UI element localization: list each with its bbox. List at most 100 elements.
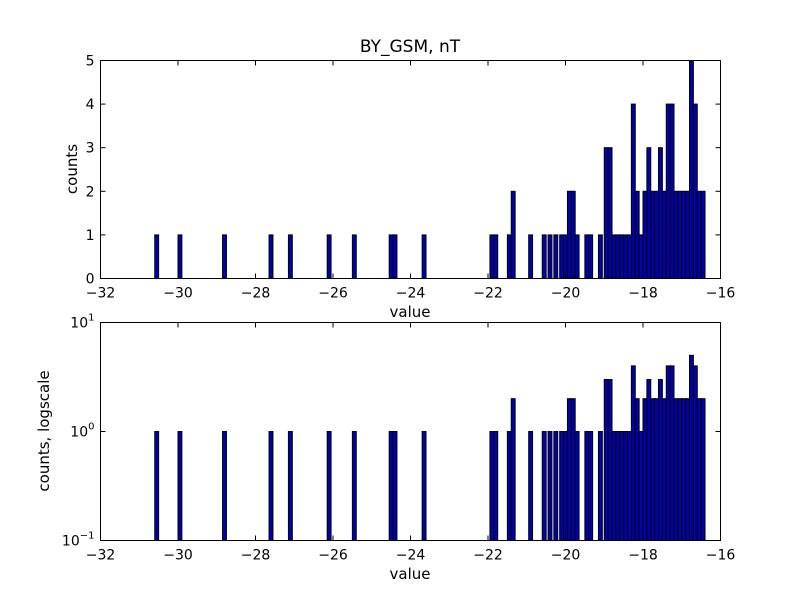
y-tick-label: 2 — [86, 184, 95, 200]
histogram-bar — [669, 103, 675, 279]
histogram-bar — [287, 234, 293, 279]
y-tick-label: 100 — [70, 422, 94, 441]
histogram-bar — [154, 234, 160, 279]
histogram-bar — [689, 60, 694, 279]
histogram-bar — [685, 398, 691, 541]
x-axis-ticks-log: −32 −30 −28 −26 −24 −22 −20 −18 −16 — [86, 322, 736, 564]
y-tick-label-base: 10 — [62, 534, 80, 550]
y-tick-label: 1 — [86, 228, 95, 244]
histogram-bar — [388, 431, 394, 541]
histogram-bars-linear — [154, 60, 706, 279]
y-tick-label: 5 — [86, 54, 95, 70]
histogram-bar — [421, 234, 427, 279]
histogram-bar — [392, 431, 398, 541]
histogram-bar — [673, 398, 679, 541]
y-axis-label-linear: counts — [63, 144, 81, 194]
y-axis-ticks-linear: 0 1 2 3 4 5 — [86, 54, 721, 288]
histogram-bar — [646, 378, 652, 541]
histogram-bar — [506, 431, 512, 541]
x-tick-label: −16 — [706, 548, 736, 564]
histogram-bar — [661, 398, 667, 541]
histogram-bar — [597, 234, 603, 279]
histogram-bar — [654, 190, 660, 279]
histogram-bar — [388, 234, 394, 279]
histogram-bar — [268, 234, 274, 279]
y-tick-label: 101 — [70, 313, 94, 332]
histogram-linear-panel: BY_GSM, nT −32 −30 −28 −26 −24 −22 −20 −18 −16 0… — [63, 37, 735, 321]
histogram-bar — [541, 234, 547, 279]
histogram-bar — [559, 431, 565, 541]
x-tick-label: −28 — [241, 548, 271, 564]
histogram-bar — [611, 431, 617, 541]
histogram-bar — [177, 431, 183, 541]
histogram-bar — [661, 190, 667, 279]
histogram-bar — [392, 234, 398, 279]
histogram-bar — [563, 431, 568, 541]
x-tick-label: −22 — [473, 286, 503, 302]
histogram-bar — [700, 190, 706, 279]
histogram-bar — [615, 431, 621, 541]
x-tick-label: −24 — [396, 548, 426, 564]
x-axis-label-linear: value — [390, 303, 431, 321]
histogram-bar — [692, 365, 698, 541]
histogram-bar — [489, 431, 495, 541]
x-axis-ticks-linear: −32 −30 −28 −26 −24 −22 −20 −18 −16 — [86, 60, 736, 302]
histogram-bar — [574, 431, 580, 541]
histogram-bar — [638, 234, 644, 279]
histogram-bar — [566, 398, 572, 541]
histogram-bar — [603, 147, 609, 279]
y-axis-label-log: counts, logscale — [35, 370, 53, 491]
chart-title: BY_GSM, nT — [360, 37, 461, 57]
histogram-bar — [654, 398, 660, 541]
histogram-bar — [489, 234, 495, 279]
x-tick-label: −16 — [706, 286, 736, 302]
histogram-bar — [634, 398, 640, 541]
histogram-bar — [506, 234, 512, 279]
x-tick-label: −30 — [163, 286, 193, 302]
histogram-bar — [222, 431, 227, 541]
histogram-bar — [588, 431, 594, 541]
histogram-bar — [677, 190, 683, 279]
histogram-bar — [584, 431, 590, 541]
x-tick-label: −28 — [241, 286, 271, 302]
histogram-bar — [553, 431, 559, 541]
histogram-bar — [528, 234, 534, 279]
histogram-bar — [658, 378, 663, 541]
y-tick-label: 4 — [86, 97, 95, 113]
histogram-bar — [623, 431, 629, 541]
x-tick-label: −30 — [163, 548, 193, 564]
x-tick-label: −18 — [628, 286, 658, 302]
histogram-bar — [570, 398, 576, 541]
histogram-bar — [681, 398, 687, 541]
histogram-bar — [650, 190, 656, 279]
histogram-bar — [627, 234, 632, 279]
histogram-bar — [287, 431, 293, 541]
histogram-bar — [351, 234, 357, 279]
histogram-bar — [528, 431, 534, 541]
histogram-bar — [510, 190, 516, 279]
histogram-bar — [351, 431, 357, 541]
histogram-bar — [574, 234, 580, 279]
histogram-bar — [326, 431, 332, 541]
histogram-bar — [634, 190, 640, 279]
y-tick-label-base: 10 — [70, 316, 88, 332]
x-axis-label-log: value — [390, 565, 431, 583]
histogram-bar — [547, 431, 553, 541]
histogram-bar — [700, 398, 706, 541]
histogram-bar — [566, 190, 572, 279]
histogram-bar — [584, 234, 590, 279]
x-tick-label: −18 — [628, 548, 658, 564]
y-tick-label-base: 10 — [70, 425, 88, 441]
histogram-bar — [615, 234, 621, 279]
histogram-bar — [665, 365, 671, 541]
histogram-bar — [658, 147, 663, 279]
histogram-bar — [677, 398, 683, 541]
histogram-bar — [630, 103, 636, 279]
histogram-bar — [268, 431, 274, 541]
histogram-bar — [154, 431, 160, 541]
x-tick-label: −22 — [473, 548, 503, 564]
histogram-bar — [689, 354, 694, 541]
histogram-bar — [559, 234, 565, 279]
